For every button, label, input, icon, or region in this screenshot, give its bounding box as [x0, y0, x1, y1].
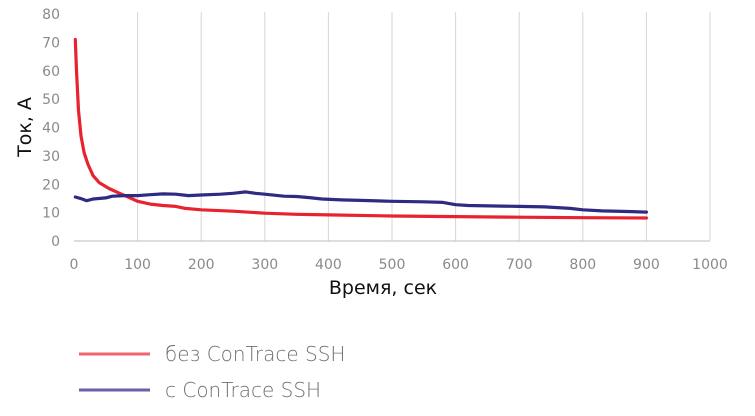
y-tick-label: 20	[42, 177, 60, 193]
x-tick-label: 800	[569, 257, 596, 273]
y-tick-label: 50	[42, 92, 60, 108]
x-tick-label: 700	[506, 257, 533, 273]
x-tick-label: 200	[188, 257, 215, 273]
x-tick-label: 600	[442, 257, 469, 273]
legend-label: без ConTrace SSH	[165, 342, 345, 366]
series-line-without-contrace	[73, 37, 648, 220]
x-tick-label: 900	[633, 257, 660, 273]
x-tick-label: 500	[379, 257, 406, 273]
y-tick-label: 10	[42, 206, 60, 222]
x-tick-label: 0	[70, 257, 79, 273]
series-line-with-contrace	[73, 190, 648, 214]
x-tick-label: 1000	[692, 257, 728, 273]
y-tick-label: 0	[51, 234, 60, 250]
x-axis-label: Время, сек	[329, 277, 437, 299]
y-axis-ticks: 0 10 20 30 40 50 60 70 80	[42, 7, 60, 250]
y-tick-label: 60	[42, 64, 60, 80]
y-tick-label: 40	[42, 121, 60, 137]
legend: без ConTrace SSH с ConTrace SSH	[79, 342, 345, 402]
y-tick-label: 30	[42, 149, 60, 165]
x-tick-label: 400	[315, 257, 342, 273]
legend-label: с ConTrace SSH	[165, 378, 321, 402]
x-axis-ticks: 0 100 200 300 400 500 600 700 800 900 1000	[70, 257, 728, 273]
series-lines	[73, 37, 648, 220]
y-tick-label: 70	[42, 35, 60, 51]
x-tick-label: 100	[124, 257, 151, 273]
y-tick-label: 80	[42, 7, 60, 23]
grid	[137, 12, 711, 241]
x-tick-label: 300	[251, 257, 278, 273]
y-axis-label: Ток, А	[14, 97, 36, 158]
